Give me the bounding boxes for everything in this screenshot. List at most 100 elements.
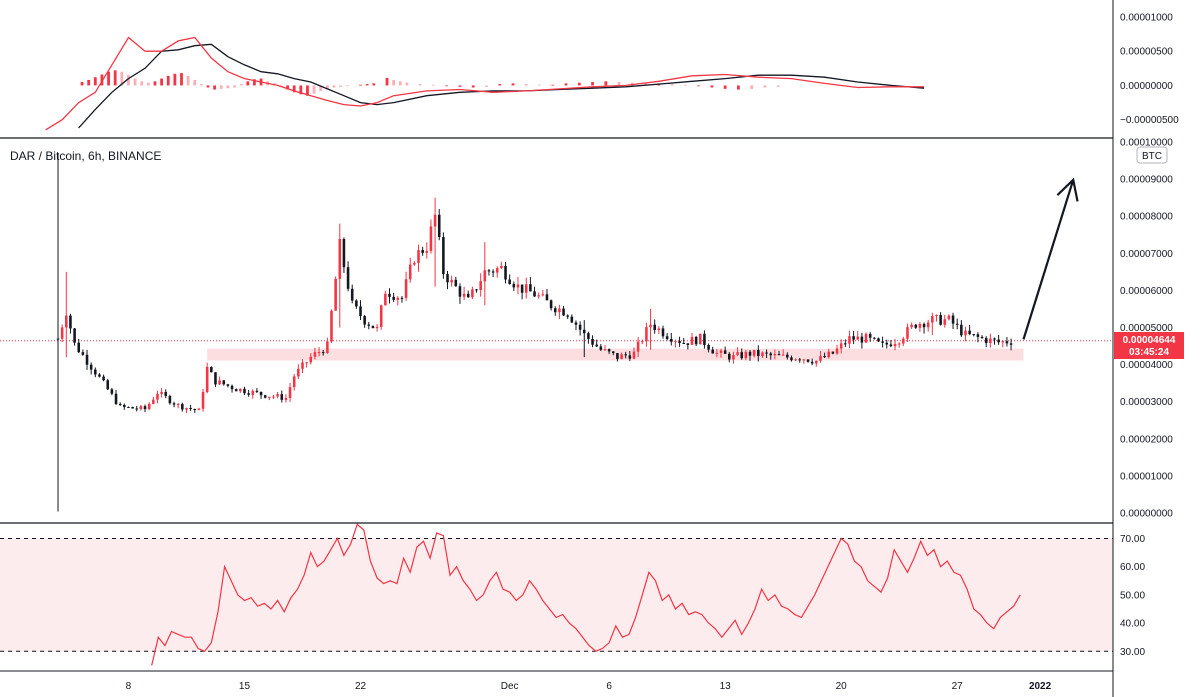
candle-body <box>156 393 159 400</box>
candle-body <box>214 372 217 385</box>
candle-body <box>885 342 889 345</box>
candle-body <box>864 333 868 343</box>
candle-body <box>147 403 151 410</box>
currency-badge[interactable]: BTC <box>1136 146 1168 164</box>
macd-histogram-bar <box>166 75 170 86</box>
candle-body <box>408 264 412 280</box>
candle-body <box>437 214 441 238</box>
candle-body <box>810 361 814 364</box>
candle-body <box>268 396 271 398</box>
candle-body <box>516 284 520 288</box>
macd-histogram-bar <box>80 82 84 86</box>
candle-body <box>450 279 453 283</box>
candle-body <box>429 226 433 251</box>
candle-body <box>935 314 938 317</box>
macd-histogram-bar <box>365 84 369 86</box>
candle-body <box>400 297 404 299</box>
macd-histogram-bar <box>226 85 230 89</box>
price-tick-label: 0.00005000 <box>1120 323 1173 334</box>
macd-histogram-bar <box>299 85 303 95</box>
candle-body <box>815 360 818 364</box>
time-tick-label: 22 <box>355 681 367 692</box>
time-tick-label: 20 <box>836 681 848 692</box>
macd-histogram-bar <box>180 73 183 86</box>
macd-histogram-bar <box>398 81 402 86</box>
candle-body <box>831 351 835 354</box>
macd-histogram-bar <box>418 84 422 86</box>
candle-body <box>309 356 313 363</box>
candle-body <box>404 279 408 298</box>
candle-body <box>168 396 172 404</box>
macd-histogram-bar <box>146 82 150 86</box>
candle-body <box>479 281 482 290</box>
price-candles <box>56 153 1013 512</box>
macd-histogram-bar <box>750 85 754 89</box>
candle-body <box>752 349 756 356</box>
signal-line <box>45 36 924 131</box>
candle-body <box>955 323 959 325</box>
candle-body <box>728 353 731 360</box>
macd-tick-label: 0.00001000 <box>1120 12 1173 23</box>
candle-body <box>60 327 64 339</box>
candle-body <box>1001 341 1005 343</box>
candle-body <box>823 356 826 358</box>
candle-body <box>255 390 259 392</box>
candle-body <box>786 354 789 358</box>
candle-body <box>844 343 847 345</box>
candle-body <box>533 291 536 297</box>
candle-body <box>371 325 375 329</box>
macd-histogram-bar <box>93 77 97 86</box>
macd-histogram-bar <box>511 83 515 86</box>
candle-body <box>462 293 466 297</box>
candle-body <box>143 406 147 410</box>
candle-body <box>475 289 478 291</box>
candle-body <box>342 239 346 268</box>
candle-body <box>102 376 105 381</box>
candle-body <box>442 237 445 275</box>
candle-body <box>873 337 876 339</box>
candle-body <box>902 338 905 344</box>
candle-body <box>524 284 528 293</box>
candle-body <box>699 333 702 345</box>
last-price-tag: 0.00004644 03:45:24 <box>1114 332 1184 359</box>
rsi-pane <box>151 523 1021 666</box>
macd-histogram-bar <box>186 75 190 86</box>
candle-body <box>425 250 429 253</box>
candle-body <box>611 351 615 354</box>
macd-histogram-bar <box>670 84 674 86</box>
candle-body <box>947 315 951 320</box>
macd-histogram-bar <box>372 83 376 86</box>
candle-body <box>239 388 242 392</box>
candle-body <box>1005 341 1009 344</box>
candle-body <box>910 324 913 328</box>
candle-body <box>106 380 110 390</box>
macd-histogram-bar <box>113 70 117 86</box>
price-tick-label: 0.00001000 <box>1120 471 1173 482</box>
candle-body <box>301 362 304 369</box>
candle-body <box>599 346 603 350</box>
candle-body <box>678 341 681 343</box>
candle-body <box>529 284 532 292</box>
price-tick-label: 0.00009000 <box>1120 175 1173 186</box>
rsi-band-fill <box>0 538 1113 652</box>
candle-body <box>628 355 632 359</box>
candle-body <box>135 408 139 410</box>
candle-body <box>566 315 569 317</box>
candle-body <box>139 406 143 410</box>
candle-body <box>939 314 942 325</box>
macd-histogram-bar <box>107 71 110 86</box>
macd-histogram-bar <box>763 85 767 88</box>
rsi-tick-label: 40.00 <box>1120 619 1145 630</box>
price-tick-label: 0.00002000 <box>1120 434 1173 445</box>
candle-body <box>819 356 822 361</box>
candle-body <box>732 354 735 360</box>
candle-body <box>665 336 669 340</box>
candle-body <box>454 279 458 287</box>
countdown-value: 03:45:24 <box>1129 347 1169 358</box>
candle-body <box>582 329 586 334</box>
macd-histogram-bar <box>332 85 336 88</box>
macd-histogram-bar <box>153 81 157 86</box>
candle-body <box>495 268 499 273</box>
